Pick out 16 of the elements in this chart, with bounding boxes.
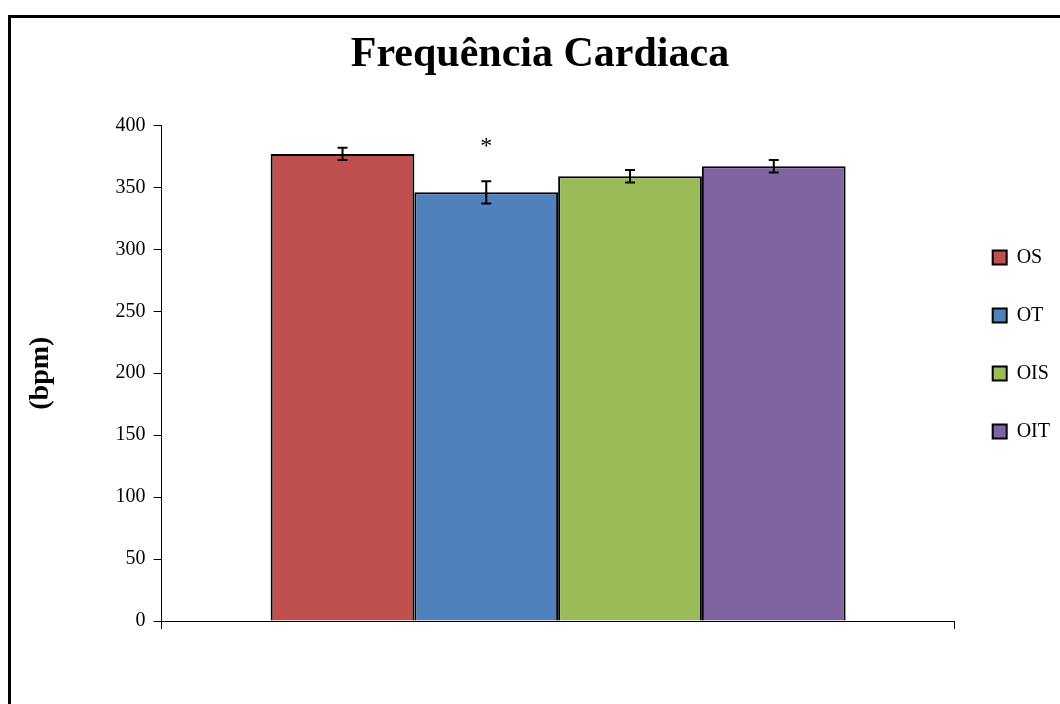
- y-tick-label: 350: [115, 174, 146, 197]
- chart-title: Frequência Cardiaca: [350, 29, 730, 76]
- y-tick-label: 250: [115, 298, 146, 321]
- y-tick-label: 50: [125, 546, 146, 569]
- y-tick-label: 150: [115, 422, 146, 445]
- legend-label: OIT: [1016, 418, 1051, 441]
- y-tick-label: 100: [115, 484, 146, 507]
- y-tick-label: 400: [115, 112, 146, 135]
- y-tick-label: 300: [115, 236, 146, 259]
- annotation: *: [480, 132, 493, 159]
- y-tick-label: 200: [115, 360, 146, 383]
- y-tick-label: 0: [135, 608, 146, 631]
- legend-label: OIS: [1016, 360, 1049, 383]
- y-axis-title: (bpm): [23, 336, 55, 410]
- legend-label: OS: [1016, 244, 1043, 267]
- legend-label: OT: [1016, 302, 1044, 325]
